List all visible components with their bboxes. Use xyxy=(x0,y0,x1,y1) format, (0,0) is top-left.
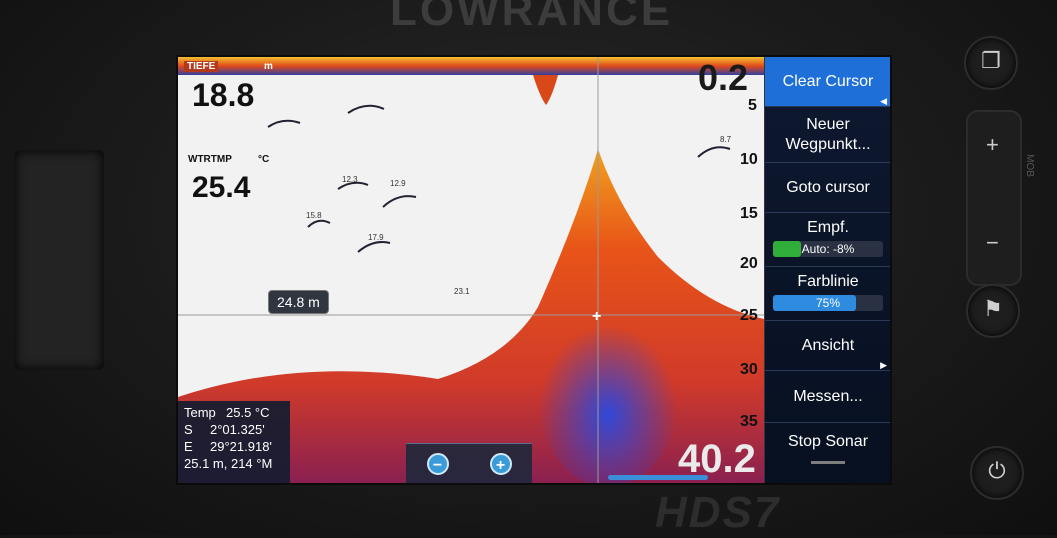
gain-control[interactable]: Empf. Auto: -8% xyxy=(765,213,890,267)
info-row-temp: Temp 25.5 °C xyxy=(184,404,290,421)
waypoint-button[interactable]: ⚑ xyxy=(966,284,1020,338)
position-info-box: Temp 25.5 °C S 2°01.325' E 29°21.918' 25… xyxy=(178,401,290,483)
surface-clutter xyxy=(178,57,764,75)
flag-icon: ⚑ xyxy=(983,296,1003,321)
info-row-latitude: S 2°01.325' xyxy=(184,421,290,438)
goto-cursor-label: Goto cursor xyxy=(786,179,870,196)
new-waypoint-label-2: Wegpunkt... xyxy=(785,136,871,153)
info-footer: 25.1 m, 214 °M xyxy=(184,456,273,471)
zoom-rocker[interactable]: + − xyxy=(966,110,1022,286)
measure-button[interactable]: Messen... xyxy=(765,371,890,423)
view-label: Ansicht xyxy=(801,337,855,354)
water-temp-label: WTRTMP xyxy=(188,154,232,165)
bezel-panel xyxy=(14,150,104,370)
model-logo: HDS7 xyxy=(655,488,781,537)
depth-label: TIEFE xyxy=(184,61,219,72)
fish-arch xyxy=(267,119,301,128)
info-key: E xyxy=(184,439,193,454)
mob-label: MOB xyxy=(1023,154,1035,177)
sonar-screen: + TIEFE m 18.8 WTRTMP °C 25.4 12.3 12.9 … xyxy=(176,55,892,485)
zoom-toolbar: − + xyxy=(406,443,532,483)
surface-plume xyxy=(533,75,558,105)
range-top: 0.2 xyxy=(698,57,749,98)
goto-cursor-button[interactable]: Goto cursor xyxy=(765,163,890,213)
colorline-value: 75% xyxy=(815,296,841,310)
depth-scale-tick: 20 xyxy=(740,255,758,272)
depth-value: 18.8 xyxy=(192,77,255,113)
depth-unit: m xyxy=(264,61,273,72)
stop-sonar-indicator xyxy=(811,461,845,464)
clear-cursor-label: Clear Cursor xyxy=(782,73,874,90)
info-value: 29°21.918' xyxy=(210,439,272,454)
cursor-crosshair-icon: + xyxy=(592,308,601,325)
depth-scale-tick: 25 xyxy=(740,307,758,324)
stop-sonar-button[interactable]: Stop Sonar xyxy=(765,423,890,483)
colorline-slider[interactable]: 75% xyxy=(773,295,883,311)
info-value: 2°01.325' xyxy=(210,422,265,437)
zoom-in-icon[interactable]: + xyxy=(489,453,512,475)
depth-scale-tick: 5 xyxy=(748,97,757,114)
plus-icon: + xyxy=(986,132,999,157)
gain-value: Auto: -8% xyxy=(801,242,855,256)
clear-cursor-button[interactable]: Clear Cursor ◀ xyxy=(765,57,890,107)
fish-depth-label: 12.3 xyxy=(342,175,358,184)
fish-arch xyxy=(347,104,385,114)
colorline-control[interactable]: Farblinie 75% xyxy=(765,267,890,321)
stop-sonar-label: Stop Sonar xyxy=(787,433,869,450)
depth-scale-tick: 30 xyxy=(740,361,758,378)
water-temp-unit: °C xyxy=(258,154,270,165)
fish-depth-label: 23.1 xyxy=(454,287,470,296)
power-button[interactable]: ⏻ xyxy=(970,446,1024,500)
chevron-right-icon: ▶ xyxy=(880,359,887,370)
context-menu: Clear Cursor ◀ Neuer Wegpunkt... Goto cu… xyxy=(764,57,890,483)
range-bottom: 40.2 xyxy=(678,437,756,481)
scroll-indicator[interactable] xyxy=(608,475,708,480)
fish-arch xyxy=(697,146,731,158)
info-key: S xyxy=(184,422,193,437)
fish-arch xyxy=(357,241,391,253)
colorline-slider-fill xyxy=(773,295,856,311)
zoom-out-icon[interactable]: − xyxy=(426,453,449,475)
measure-label: Messen... xyxy=(793,388,863,405)
water-temp-value: 25.4 xyxy=(192,171,251,204)
gain-slider-fill xyxy=(773,241,801,257)
power-icon: ⏻ xyxy=(988,458,1006,483)
fish-depth-label: 15.8 xyxy=(306,211,322,220)
view-menu-button[interactable]: Ansicht ▶ xyxy=(765,321,890,371)
depth-scale-tick: 35 xyxy=(740,413,758,430)
info-row-longitude: E 29°21.918' xyxy=(184,438,290,455)
info-key: Temp xyxy=(184,405,216,420)
colorline-label: Farblinie xyxy=(797,273,859,290)
fish-depth-label: 12.9 xyxy=(390,179,406,188)
gain-slider[interactable]: Auto: -8% xyxy=(773,241,883,257)
fish-arch xyxy=(337,181,369,190)
new-waypoint-button[interactable]: Neuer Wegpunkt... xyxy=(765,107,890,163)
new-waypoint-label-1: Neuer xyxy=(806,116,850,133)
cursor-depth-readout: 24.8 m xyxy=(268,290,329,314)
depth-scale-tick: 10 xyxy=(740,151,758,168)
pages-icon: ❐ xyxy=(981,48,1001,73)
chevron-left-icon: ◀ xyxy=(880,95,887,106)
pages-button[interactable]: ❐ xyxy=(964,36,1018,90)
fish-depth-label: 17.9 xyxy=(368,233,384,242)
fish-depth-label: 8.7 xyxy=(720,135,732,144)
brand-logo: LOWRANCE xyxy=(390,0,674,35)
gain-label: Empf. xyxy=(807,219,849,236)
fish-arch xyxy=(307,219,331,228)
minus-icon: − xyxy=(986,230,999,255)
info-value: 25.5 °C xyxy=(226,405,270,420)
fish-arch xyxy=(382,195,417,208)
bottom-hard-return xyxy=(538,307,678,483)
depth-scale-tick: 15 xyxy=(740,205,758,222)
